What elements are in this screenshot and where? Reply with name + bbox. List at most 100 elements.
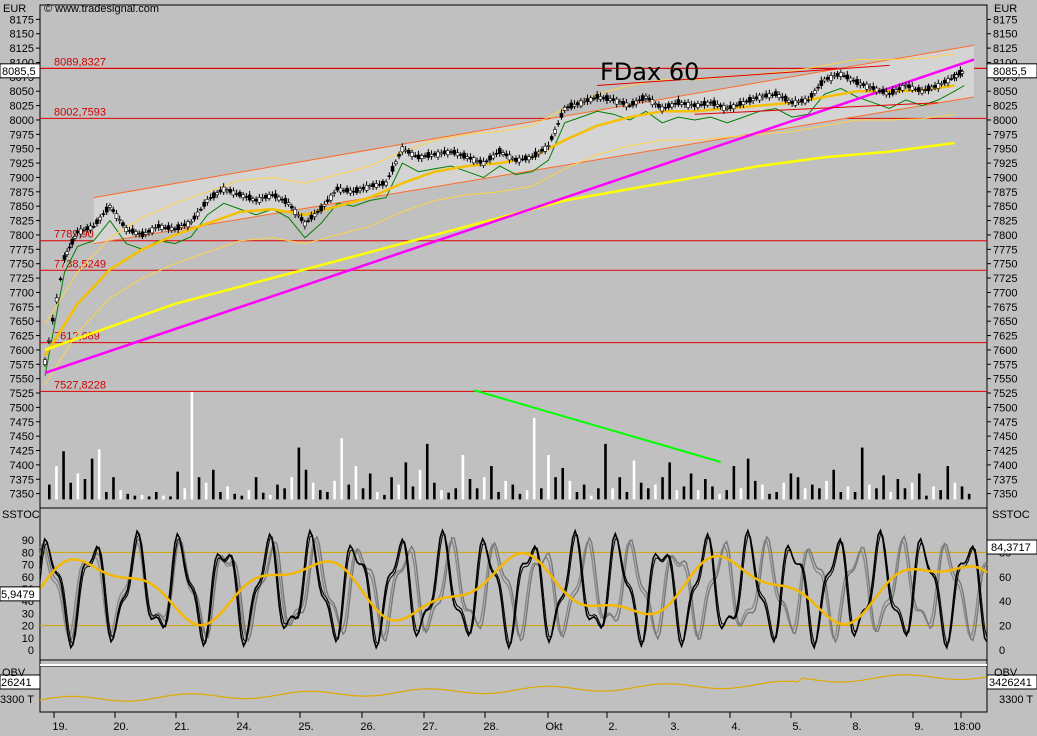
obv-line xyxy=(39,674,988,702)
candle-body-29 xyxy=(137,232,141,235)
price-tick-left-22: 7625 xyxy=(10,331,34,343)
candle-body-227 xyxy=(780,96,785,99)
price-tick-left-19: 7700 xyxy=(10,287,34,299)
volume-bar-12 xyxy=(133,495,137,500)
price-tick-right-0: 8175 xyxy=(993,14,1017,26)
candle-body-266 xyxy=(907,84,911,89)
volume-bar-103 xyxy=(782,482,786,500)
x-label-1: 20. xyxy=(113,721,128,733)
candle-body-156 xyxy=(549,136,554,140)
candle-body-131 xyxy=(468,156,473,160)
upper-envelope-line xyxy=(44,53,955,325)
price-tick-left-26: 7525 xyxy=(10,388,34,400)
candle-body-64 xyxy=(251,198,255,201)
price-tick-right-20: 7675 xyxy=(993,302,1017,314)
candle-body-205 xyxy=(709,101,713,104)
price-tick-left-27: 7500 xyxy=(10,402,34,414)
price-tick-left-12: 7875 xyxy=(10,187,34,199)
volume-bar-34 xyxy=(290,477,294,500)
currency-right: EUR xyxy=(994,3,1017,15)
volume-bar-29 xyxy=(254,477,258,500)
short-channel-upper xyxy=(597,64,890,86)
price-tick-right-32: 7375 xyxy=(993,474,1017,486)
price-tick-left-30: 7425 xyxy=(10,446,34,458)
candle-body-21 xyxy=(111,209,116,212)
candle-body-216 xyxy=(744,100,749,103)
candle-body-55 xyxy=(221,186,226,193)
candle-body-259 xyxy=(884,91,889,96)
candle-body-137 xyxy=(488,155,492,161)
price-tick-right-27: 7500 xyxy=(993,402,1017,414)
candle-body-204 xyxy=(705,101,710,106)
volume-bar-54 xyxy=(433,482,436,500)
candle-body-50 xyxy=(205,199,210,203)
candle-body-270 xyxy=(920,89,924,94)
volume-bar-117 xyxy=(882,475,885,500)
candle-body-9 xyxy=(73,236,77,239)
candle-body-4 xyxy=(58,278,63,280)
price-tick-right-25: 7550 xyxy=(993,374,1017,386)
candle-body-7 xyxy=(67,246,72,249)
candle-body-161 xyxy=(566,106,570,109)
copyright-text: © www.tradesignal.com xyxy=(44,3,159,15)
sstoc-label-left: SSTOC xyxy=(2,509,40,521)
candle-body-81 xyxy=(306,220,310,222)
currency-left: EUR xyxy=(3,3,26,15)
price-tick-left-11: 7900 xyxy=(10,172,34,184)
volume-bar-72 xyxy=(561,467,565,500)
volume-bar-106 xyxy=(803,488,807,500)
candle-body-218 xyxy=(751,98,755,101)
candle-body-6 xyxy=(65,251,69,255)
price-tick-left-13: 7850 xyxy=(10,201,34,213)
candle-body-138 xyxy=(491,154,496,159)
volume-bar-60 xyxy=(475,488,479,500)
candle-body-223 xyxy=(767,93,772,99)
candle-body-94 xyxy=(348,189,353,194)
candle-body-115 xyxy=(416,154,421,160)
candle-body-16 xyxy=(95,219,99,225)
price-tick-left-28: 7475 xyxy=(10,417,34,429)
candle-body-269 xyxy=(916,87,921,92)
volume-bar-33 xyxy=(283,488,286,500)
candle-body-190 xyxy=(660,106,664,112)
volume-bar-70 xyxy=(547,454,550,500)
stoch-tick-right-2: 40 xyxy=(999,596,1011,608)
price-tick-right-18: 7725 xyxy=(993,273,1017,285)
candle-body-99 xyxy=(364,185,369,191)
candle-body-93 xyxy=(345,187,349,193)
candle-body-221 xyxy=(761,95,765,98)
price-tick-right-10: 7925 xyxy=(993,158,1017,170)
price-tick-left-18: 7725 xyxy=(10,273,34,285)
candle-body-228 xyxy=(783,95,788,102)
volume-bar-55 xyxy=(440,490,443,500)
volume-bar-44 xyxy=(361,488,365,500)
candle-body-198 xyxy=(686,102,690,108)
channel-fill xyxy=(93,45,975,244)
volume-bar-68 xyxy=(532,417,536,500)
candle-body-254 xyxy=(868,86,872,89)
candle-body-272 xyxy=(926,85,931,92)
volume-bar-61 xyxy=(482,477,486,500)
level-label-5: 7527,8228 xyxy=(54,379,106,391)
candle-body-130 xyxy=(465,156,470,159)
candle-body-42 xyxy=(179,225,184,228)
candle-body-213 xyxy=(735,104,739,107)
candle-body-210 xyxy=(725,107,729,110)
candle-body-83 xyxy=(312,213,317,218)
candle-body-113 xyxy=(410,152,414,157)
volume-bar-95 xyxy=(725,490,729,500)
volume-bar-24 xyxy=(219,491,222,500)
candle-body-177 xyxy=(618,101,622,104)
volume-bar-94 xyxy=(718,493,721,500)
volume-bar-46 xyxy=(376,491,379,500)
candle-body-135 xyxy=(481,161,486,166)
candle-body-181 xyxy=(631,101,635,106)
volume-bar-48 xyxy=(390,477,393,500)
volume-bar-11 xyxy=(126,493,130,500)
candle-body-61 xyxy=(241,194,245,199)
volume-bar-7 xyxy=(97,449,101,500)
candle-body-37 xyxy=(163,227,167,229)
candle-body-48 xyxy=(199,208,203,211)
candle-body-124 xyxy=(445,150,450,155)
candle-body-34 xyxy=(153,227,158,229)
